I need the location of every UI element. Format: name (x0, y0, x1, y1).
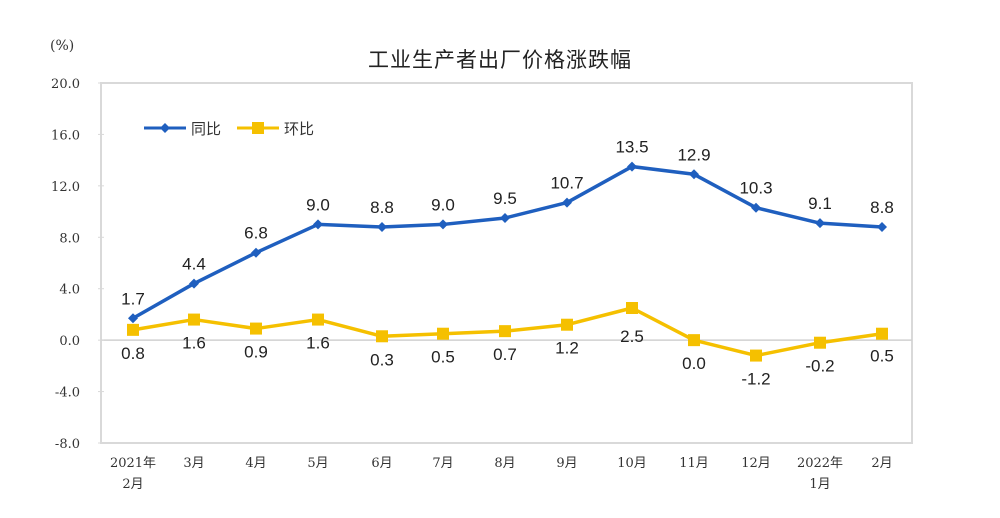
data-label-yoy: 8.8 (870, 198, 894, 217)
y-tick-label: 8.0 (59, 231, 80, 246)
square-marker (127, 323, 139, 336)
diamond-marker (751, 202, 761, 213)
data-label-yoy: 9.0 (306, 195, 330, 214)
square-marker (750, 349, 762, 362)
diamond-marker (877, 222, 887, 232)
legend-square-icon (252, 122, 264, 134)
x-tick-label: 2月 (122, 477, 143, 492)
diamond-marker (438, 219, 448, 230)
x-tick-label: 5月 (307, 456, 328, 471)
legend-label-mom: 环比 (284, 120, 314, 138)
y-tick-label: 12.0 (51, 180, 80, 195)
data-label-yoy: 13.5 (615, 138, 648, 157)
y-axis-unit-label: (%) (50, 38, 75, 54)
data-label-mom: 0.0 (682, 354, 706, 373)
y-tick-label: -4.0 (55, 386, 80, 401)
data-label-yoy: 10.7 (550, 174, 583, 193)
data-label-mom: 1.6 (182, 334, 206, 353)
y-tick-label: -8.0 (55, 437, 80, 452)
data-label-mom: 0.7 (493, 345, 517, 364)
data-label-mom: 0.3 (370, 350, 394, 369)
legend-diamond-icon (160, 123, 170, 133)
x-tick-label: 2月 (871, 456, 892, 471)
y-tick-label: 4.0 (59, 283, 80, 298)
data-label-yoy: 8.8 (370, 198, 394, 217)
data-label-mom: -1.2 (741, 370, 770, 389)
x-tick-label: 10月 (617, 456, 647, 471)
square-marker (499, 325, 511, 338)
diamond-marker (189, 278, 199, 289)
data-label-mom: -0.2 (805, 357, 834, 376)
square-marker (561, 318, 573, 331)
square-marker (437, 327, 449, 340)
x-tick-label: 9月 (556, 456, 577, 471)
data-label-mom: 0.5 (431, 348, 455, 367)
chart-title: 工业生产者出厂价格涨跌幅 (368, 48, 632, 72)
data-label-yoy: 9.0 (431, 195, 455, 214)
y-tick-label: 20.0 (51, 77, 80, 92)
data-label-yoy: 6.8 (244, 224, 268, 243)
x-tick-label: 4月 (245, 456, 266, 471)
data-label-mom: 1.6 (306, 334, 330, 353)
data-label-mom: 1.2 (555, 339, 579, 358)
diamond-marker (562, 197, 572, 208)
diamond-marker (689, 169, 699, 180)
y-tick-label: 0.0 (59, 334, 80, 349)
data-label-mom: 0.5 (870, 347, 894, 366)
square-marker (376, 330, 388, 343)
data-label-yoy: 1.7 (121, 289, 145, 308)
plot-area-border (100, 82, 913, 444)
x-tick-label: 1月 (809, 477, 830, 492)
data-label-yoy: 4.4 (182, 255, 206, 274)
x-tick-label: 8月 (494, 456, 515, 471)
x-tick-label: 7月 (432, 456, 453, 471)
square-marker (814, 336, 826, 349)
diamond-marker (251, 247, 261, 258)
square-marker (312, 313, 324, 326)
legend-label-yoy: 同比 (191, 120, 221, 138)
diamond-marker (500, 213, 510, 223)
square-marker (688, 334, 700, 347)
x-tick-label: 3月 (183, 456, 204, 471)
square-marker (876, 327, 888, 340)
data-label-yoy: 9.5 (493, 189, 517, 208)
diamond-marker (627, 161, 637, 172)
square-marker (188, 313, 200, 326)
y-tick-label: 16.0 (51, 128, 80, 143)
x-tick-label: 12月 (741, 456, 771, 471)
square-marker (626, 302, 638, 314)
diamond-marker (377, 222, 387, 232)
diamond-marker (815, 218, 825, 229)
diamond-marker (128, 313, 138, 324)
x-tick-label: 2022年 (797, 456, 843, 471)
x-tick-label: 11月 (679, 456, 709, 471)
data-label-mom: 0.9 (244, 343, 268, 362)
data-label-mom: 0.8 (121, 344, 145, 363)
data-label-yoy: 9.1 (808, 194, 832, 213)
data-label-yoy: 10.3 (739, 179, 772, 198)
data-label-yoy: 12.9 (677, 145, 710, 164)
data-label-mom: 2.5 (620, 327, 644, 346)
square-marker (250, 322, 262, 335)
diamond-marker (313, 219, 323, 230)
x-tick-label: 2021年 (110, 456, 156, 471)
x-tick-label: 6月 (371, 456, 392, 471)
